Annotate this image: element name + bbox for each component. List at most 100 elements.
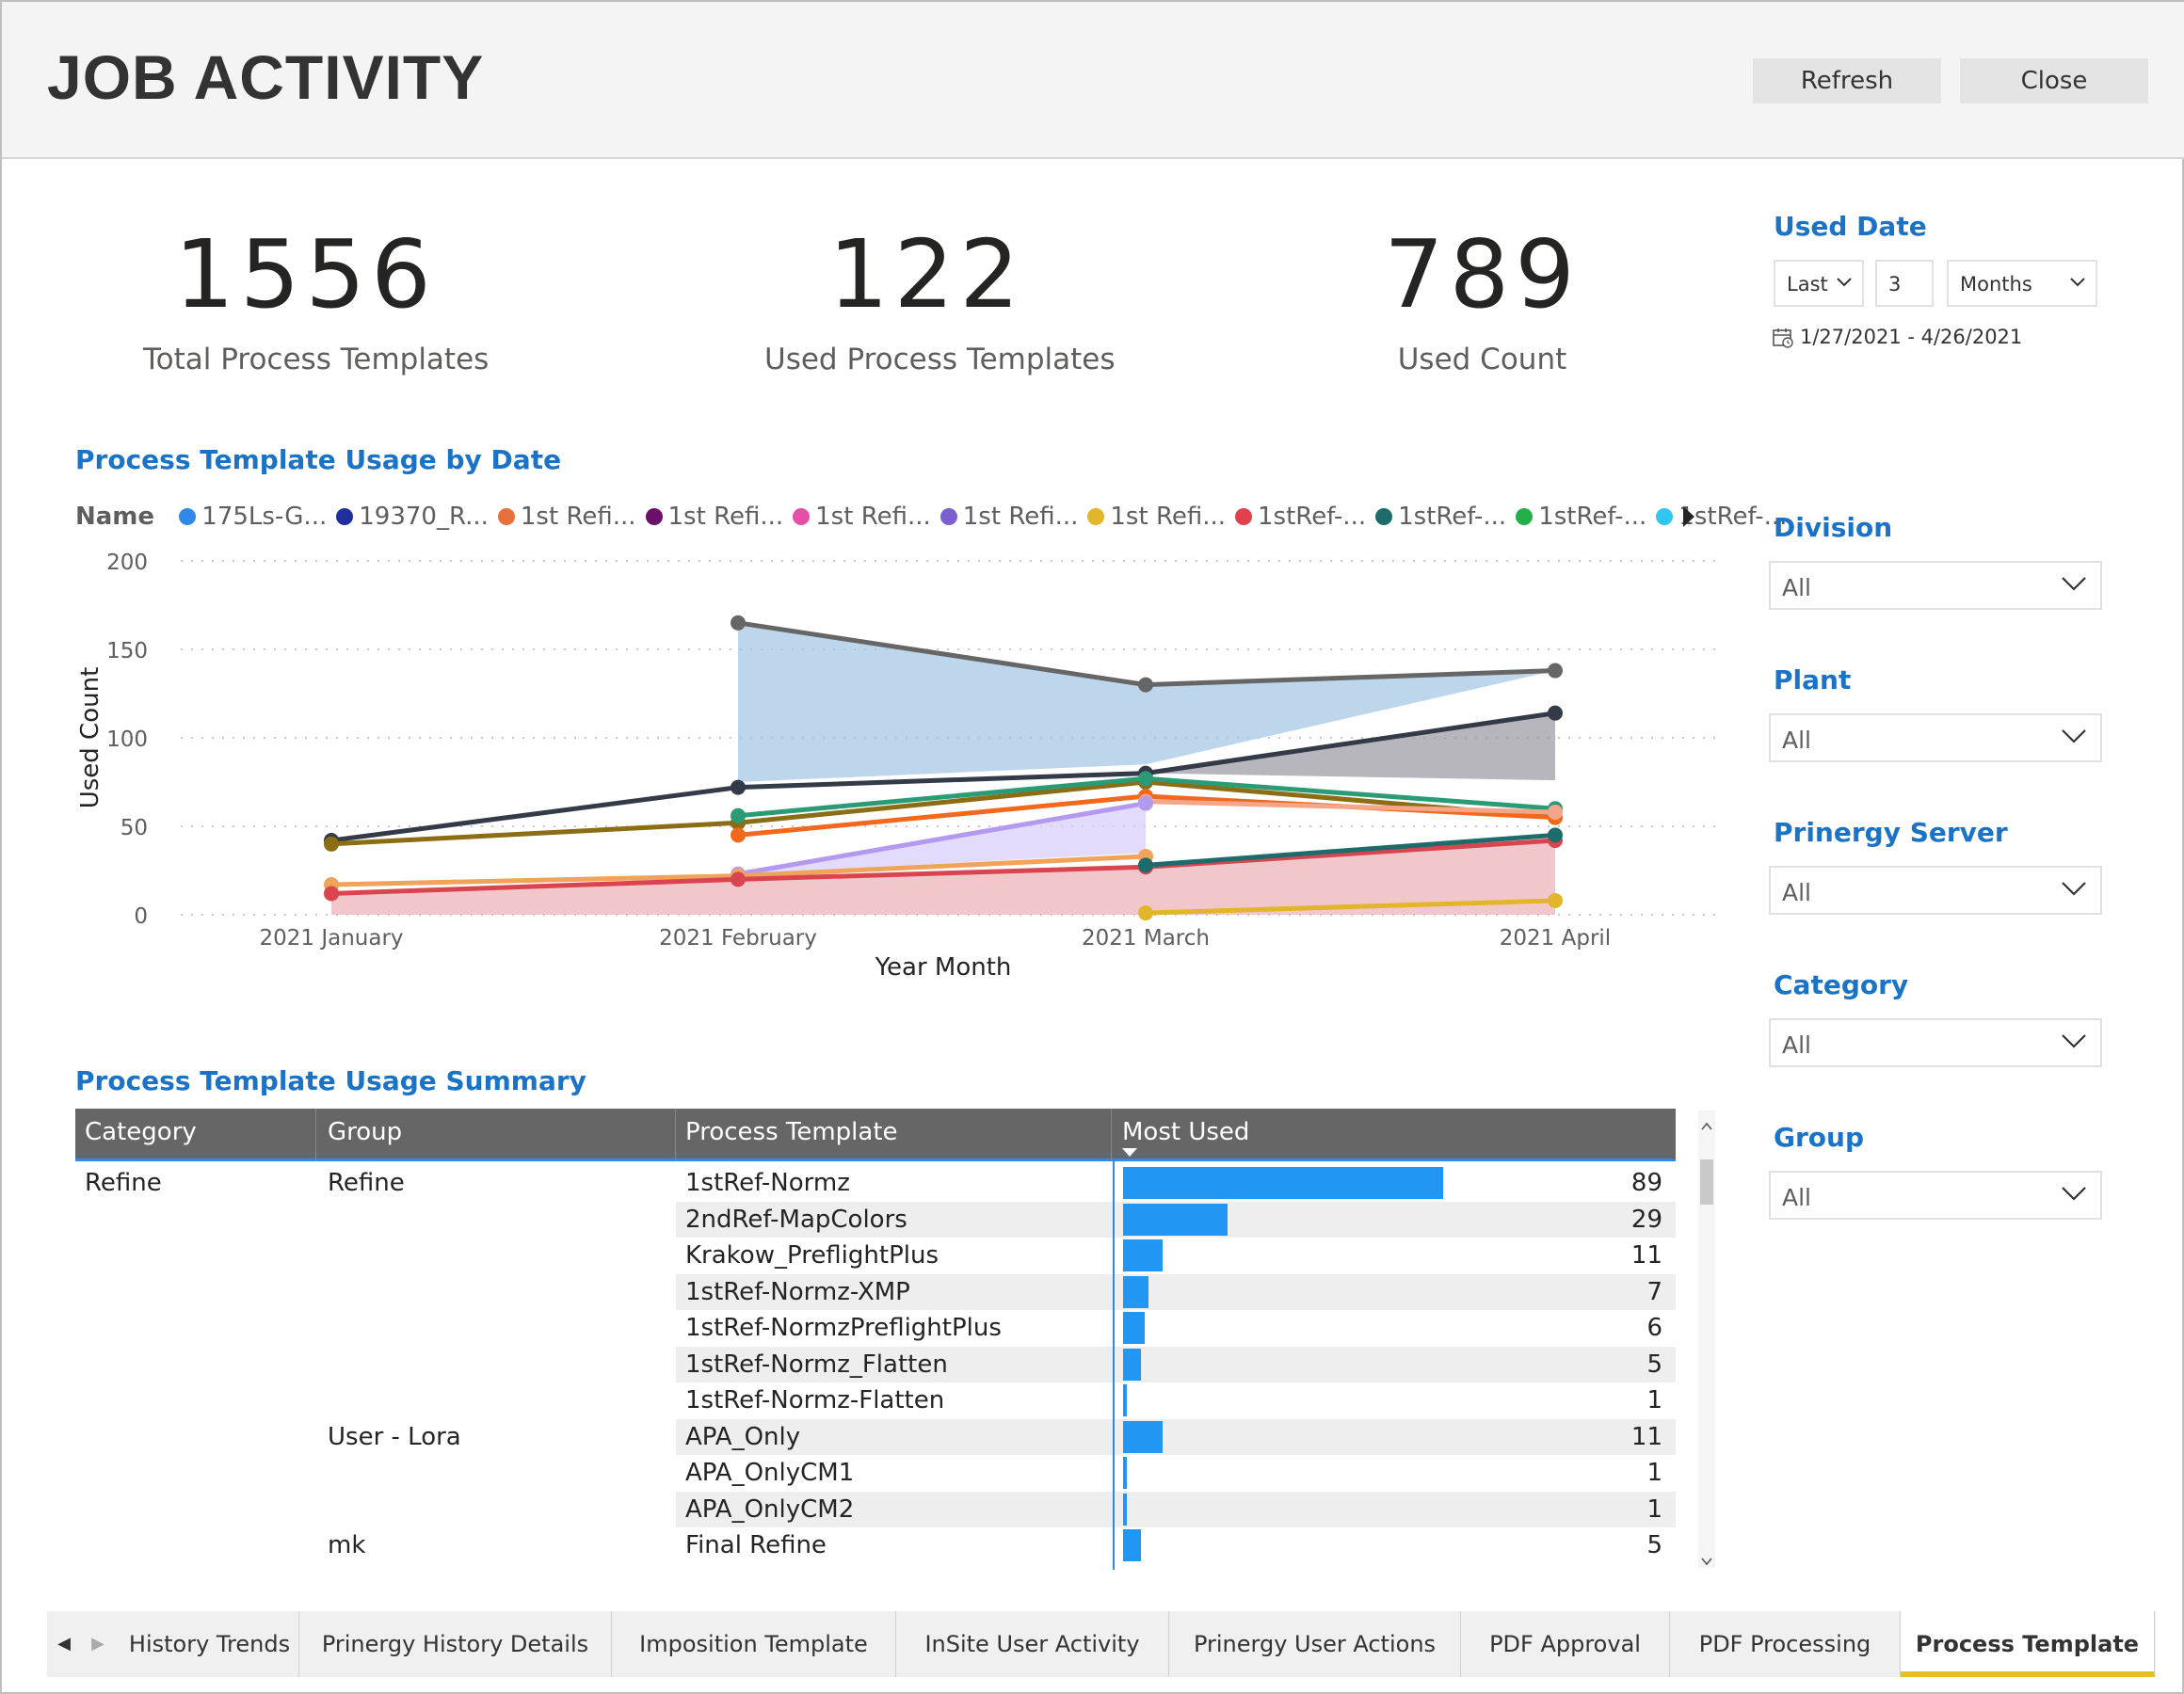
cell-most-used: 1 bbox=[1646, 1459, 1662, 1487]
legend-item[interactable]: 19370_R... bbox=[336, 503, 489, 531]
legend-item[interactable]: 1st Refi... bbox=[497, 503, 636, 531]
table-row[interactable]: APA_OnlyCM1 1 bbox=[75, 1455, 1676, 1492]
data-point bbox=[1138, 771, 1153, 787]
group-dropdown[interactable]: All bbox=[1769, 1171, 2102, 1220]
legend-item[interactable]: 1st Refi... bbox=[939, 503, 1079, 531]
legend-item[interactable]: 1stRef-... bbox=[1235, 503, 1366, 531]
cell-process-template: 1stRef-Normz_Flatten bbox=[685, 1350, 948, 1379]
tab-insite-user-activity[interactable]: InSite User Activity bbox=[896, 1611, 1169, 1677]
kpi-value: 789 bbox=[1384, 219, 1581, 329]
table-row[interactable]: 1stRef-Normz-XMP 7 bbox=[75, 1273, 1676, 1310]
legend-item[interactable]: 1st Refi... bbox=[1087, 503, 1226, 531]
table-row[interactable]: Krakow_PreflightPlus 11 bbox=[75, 1238, 1676, 1274]
table-row[interactable]: 1stRef-Normz_Flatten 5 bbox=[75, 1346, 1676, 1382]
tab-imposition-template[interactable]: Imposition Template bbox=[612, 1611, 896, 1677]
date-range-display: 1/27/2021 - 4/26/2021 bbox=[1772, 326, 2022, 349]
cell-process-template: APA_OnlyCM1 bbox=[685, 1459, 855, 1487]
refresh-button[interactable]: Refresh bbox=[1753, 58, 1941, 104]
usage-bar bbox=[1123, 1203, 1228, 1236]
legend-item[interactable]: 175Ls-G... bbox=[179, 503, 327, 531]
table-row[interactable]: User - Lora APA_Only 11 bbox=[75, 1418, 1676, 1455]
tab-history-trends[interactable]: History Trends bbox=[120, 1611, 299, 1677]
series-line bbox=[330, 779, 1556, 847]
column-header-most-used[interactable]: Most Used bbox=[1122, 1118, 1250, 1146]
plant-dropdown[interactable]: All bbox=[1769, 713, 2102, 762]
legend-item[interactable]: 1st Refi... bbox=[645, 503, 783, 531]
date-unit-select[interactable]: Months bbox=[1947, 260, 2097, 307]
division-dropdown[interactable]: All bbox=[1769, 561, 2102, 610]
sort-descending-icon[interactable] bbox=[1120, 1146, 1139, 1158]
series-line bbox=[1145, 832, 1556, 868]
page-title: JOB ACTIVITY bbox=[47, 42, 485, 112]
legend-item-label: 1st Refi... bbox=[1110, 503, 1227, 531]
legend-item[interactable]: 1stRef-... bbox=[1656, 503, 1787, 531]
series-line bbox=[1145, 799, 1556, 815]
series-line bbox=[330, 711, 1556, 843]
cell-most-used: 11 bbox=[1630, 1241, 1662, 1270]
division-value: All bbox=[1782, 574, 1811, 601]
legend-item[interactable]: 1stRef-... bbox=[1516, 503, 1646, 531]
table-row[interactable]: 1stRef-NormzPreflightPlus 6 bbox=[75, 1310, 1676, 1347]
data-point bbox=[1548, 804, 1563, 820]
scroll-thumb[interactable] bbox=[1700, 1159, 1713, 1205]
legend-marker bbox=[1656, 508, 1674, 525]
legend-item-label: 19370_R... bbox=[359, 503, 489, 531]
legend-marker bbox=[336, 508, 354, 525]
usage-bar bbox=[1123, 1239, 1164, 1271]
column-header-group[interactable]: Group bbox=[328, 1118, 403, 1146]
table-row[interactable]: mk Final Refine 5 bbox=[75, 1527, 1676, 1564]
legend-item-label: 1stRef-... bbox=[1258, 503, 1367, 531]
data-point bbox=[324, 836, 339, 852]
tab-prev-icon[interactable]: ◀ bbox=[57, 1634, 71, 1654]
legend-item-label: 1stRef-... bbox=[1538, 503, 1647, 531]
date-range-text: 1/27/2021 - 4/26/2021 bbox=[1800, 326, 2023, 348]
table-row[interactable]: APA_OnlyCM2 1 bbox=[75, 1491, 1676, 1527]
chart-title: Process Template Usage by Date bbox=[75, 444, 562, 475]
category-dropdown[interactable]: All bbox=[1769, 1018, 2102, 1067]
tab-pdf-approval[interactable]: PDF Approval bbox=[1461, 1611, 1670, 1677]
prinergy-server-dropdown[interactable]: All bbox=[1769, 866, 2102, 915]
table-row[interactable]: 2ndRef-MapColors 29 bbox=[75, 1201, 1676, 1238]
page-tabs: ◀ ▶ History Trends Prinergy History Detai… bbox=[47, 1611, 2156, 1677]
chevron-down-icon bbox=[1837, 278, 1852, 287]
legend-item-label: 1st Refi... bbox=[520, 503, 636, 531]
legend-marker bbox=[497, 508, 515, 525]
tab-prinergy-user-actions[interactable]: Prinergy User Actions bbox=[1169, 1611, 1461, 1677]
legend-item[interactable]: 1st Refi... bbox=[793, 503, 931, 531]
cell-most-used: 11 bbox=[1630, 1422, 1662, 1451]
cell-group: User - Lora bbox=[328, 1422, 461, 1451]
data-point bbox=[1548, 663, 1563, 679]
column-header-process-template[interactable]: Process Template bbox=[685, 1118, 898, 1146]
tab-process-template[interactable]: Process Template bbox=[1901, 1611, 2155, 1677]
legend-marker bbox=[645, 508, 663, 525]
data-point bbox=[1138, 677, 1153, 693]
relative-date-select[interactable]: Last bbox=[1774, 260, 1864, 307]
cell-process-template: Final Refine bbox=[685, 1531, 827, 1559]
row-stripe bbox=[676, 1418, 1676, 1455]
table-row[interactable]: Refine Refine 1stRef-Normz 89 bbox=[75, 1165, 1676, 1202]
tab-prinergy-history-details[interactable]: Prinergy History Details bbox=[299, 1611, 612, 1677]
data-point bbox=[324, 886, 339, 902]
scroll-up-icon[interactable] bbox=[1701, 1122, 1712, 1131]
data-point bbox=[731, 615, 746, 631]
scroll-down-icon[interactable] bbox=[1701, 1557, 1712, 1566]
kpi-value: 1556 bbox=[174, 219, 437, 329]
kpi-total-process-templates: 1556 Total Process Templates bbox=[143, 219, 489, 377]
close-button[interactable]: Close bbox=[1960, 58, 2148, 104]
tab-pdf-processing[interactable]: PDF Processing bbox=[1670, 1611, 1901, 1677]
series-line bbox=[330, 838, 1556, 896]
data-point bbox=[731, 827, 746, 843]
legend-next-arrow-icon[interactable] bbox=[1679, 504, 1698, 529]
table-scrollbar[interactable] bbox=[1698, 1111, 1715, 1568]
data-point bbox=[1138, 795, 1153, 811]
chevron-down-icon bbox=[2062, 1187, 2086, 1201]
legend-item[interactable]: 1stRef-... bbox=[1375, 503, 1506, 531]
table-row[interactable]: 1stRef-Normz-Flatten 1 bbox=[75, 1382, 1676, 1419]
usage-bar bbox=[1123, 1312, 1145, 1344]
date-amount-input[interactable]: 3 bbox=[1875, 260, 1934, 307]
tab-next-icon[interactable]: ▶ bbox=[91, 1634, 104, 1654]
column-header-category[interactable]: Category bbox=[85, 1118, 197, 1146]
legend-item-label: 1st Refi... bbox=[962, 503, 1079, 531]
category-title: Category bbox=[1774, 969, 1909, 1000]
